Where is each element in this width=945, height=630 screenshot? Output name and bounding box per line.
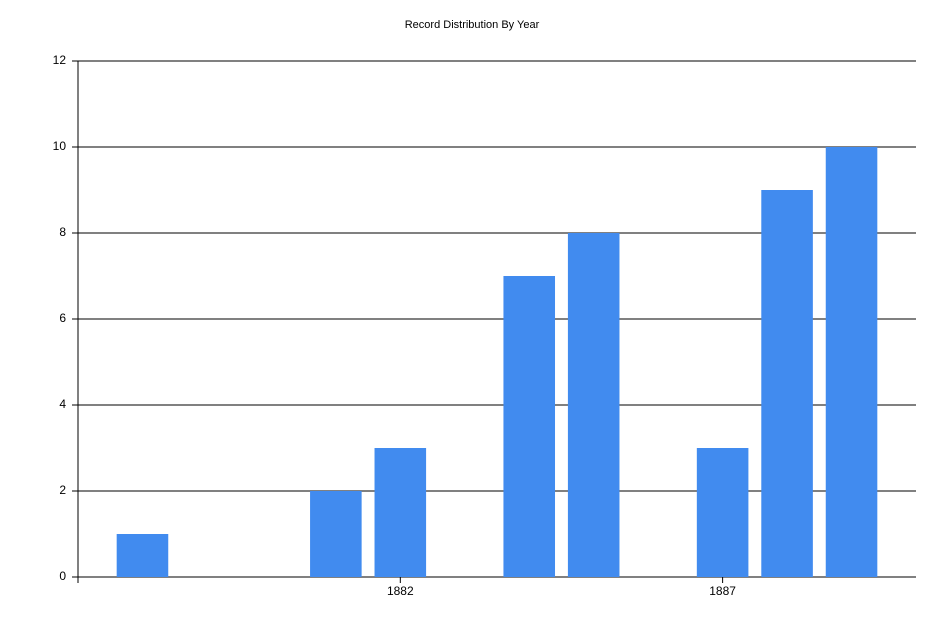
y-tick-label: 4 bbox=[59, 397, 66, 411]
bar bbox=[825, 147, 878, 577]
bar bbox=[310, 491, 362, 577]
x-tick-label: 1887 bbox=[709, 584, 736, 598]
chart-title: Record Distribution By Year bbox=[405, 19, 540, 31]
bar bbox=[567, 233, 620, 577]
y-tick-label: 6 bbox=[59, 311, 66, 325]
y-tick-label: 12 bbox=[53, 53, 67, 67]
y-tick-label: 8 bbox=[59, 225, 66, 239]
bar bbox=[761, 190, 813, 577]
bar bbox=[116, 534, 169, 577]
y-tick-label: 0 bbox=[59, 569, 66, 583]
x-tick-label: 1882 bbox=[387, 584, 414, 598]
y-tick-label: 2 bbox=[59, 483, 66, 497]
bar bbox=[696, 448, 749, 577]
y-tick-label: 10 bbox=[53, 139, 67, 153]
bar bbox=[374, 448, 427, 577]
bar bbox=[503, 276, 556, 577]
